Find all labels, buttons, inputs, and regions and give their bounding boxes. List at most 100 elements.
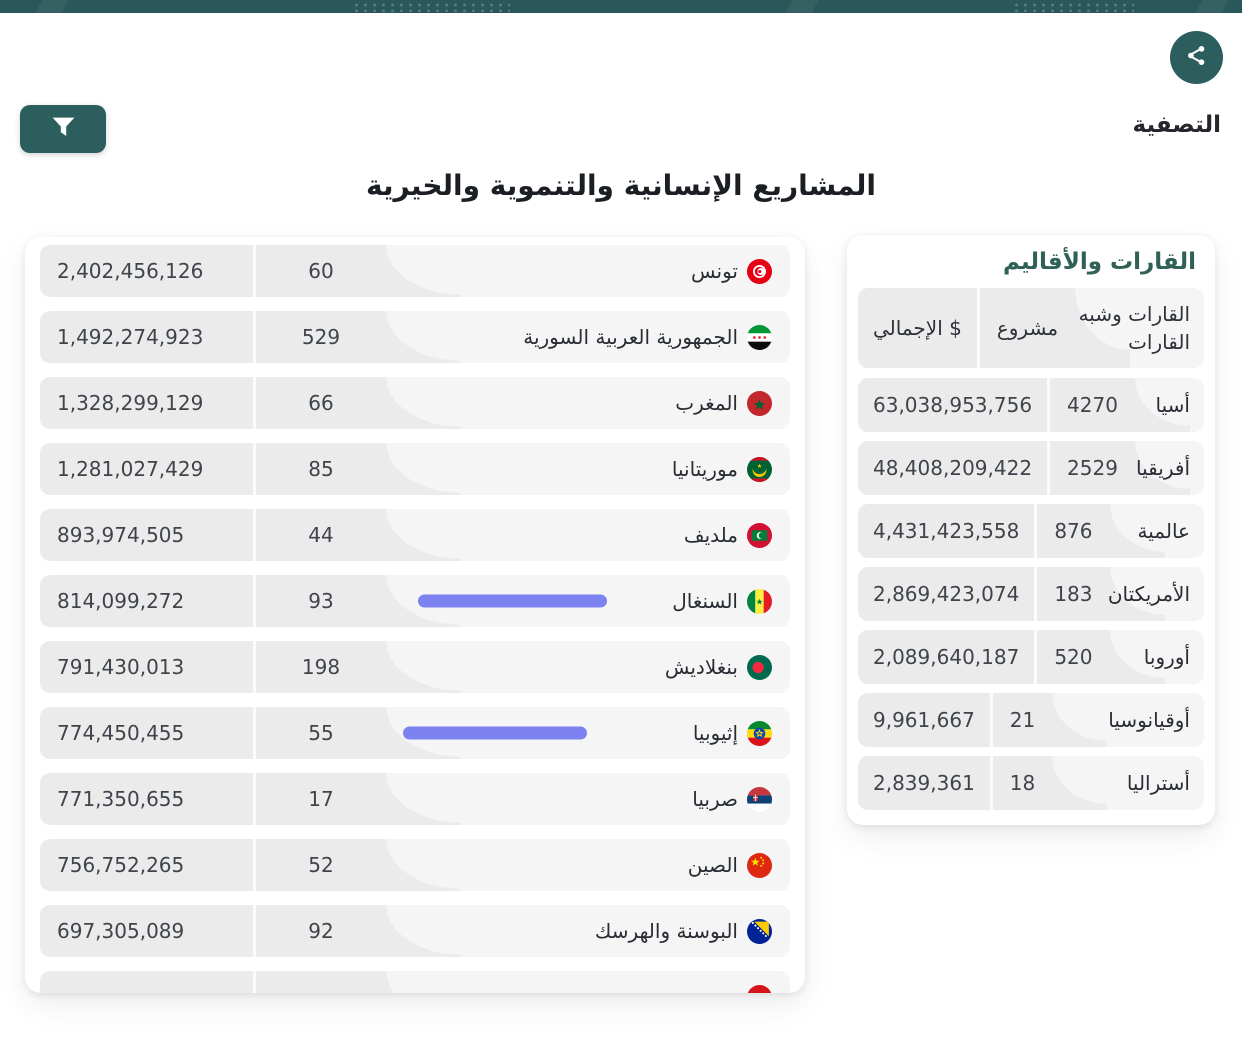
row-cells: 774,450,455 55 [40, 707, 461, 759]
country-row[interactable]: 2,402,456,126 60 تونس [40, 245, 790, 297]
country-row[interactable]: 774,450,455 55 إثيوبيا [40, 707, 790, 759]
country-total-value: 1,281,027,429 [57, 457, 204, 481]
country-total-value: 771,350,655 [57, 787, 185, 811]
flag-serbia-icon [747, 786, 772, 812]
continent-total-cell: 48,408,209,422 [858, 441, 1048, 495]
country-row[interactable]: 771,350,655 17 صربيا [40, 773, 790, 825]
country-total-value: 893,974,505 [57, 523, 185, 547]
continent-row[interactable]: 48,408,209,422 2529 أفريقيا [858, 441, 1204, 495]
country-row[interactable]: 756,752,265 52 الصين [40, 839, 790, 891]
cell-curve-decoration [386, 971, 461, 993]
country-projects-count: 52 [308, 853, 334, 877]
column-divider [253, 905, 256, 957]
continent-row[interactable]: 2,089,640,187 520 أوروبا [858, 630, 1204, 684]
continent-projects-cell: 21 [992, 693, 1053, 747]
country-projects-count: 66 [308, 391, 334, 415]
column-divider [253, 245, 256, 297]
filter-label: التصفية [1132, 112, 1221, 138]
continents-panel-title: القارات والأقاليم [1002, 249, 1196, 275]
column-divider [1034, 567, 1038, 621]
column-divider [253, 443, 256, 495]
country-name: الجمهورية العربية السورية [523, 325, 738, 349]
flag-bangladesh-icon [747, 654, 772, 680]
page-title: المشاريع الإنسانية والتنموية والخيرية [365, 169, 876, 202]
filter-button[interactable] [20, 105, 106, 153]
continent-row[interactable]: 4,431,423,558 876 عالمية [858, 504, 1204, 558]
row-cells: 2,402,456,126 60 [40, 245, 461, 297]
continent-row[interactable]: 63,038,953,756 4270 أسيا [858, 378, 1204, 432]
row-cells: 771,350,655 17 [40, 773, 461, 825]
continent-row[interactable]: 2,839,361 18 أستراليا [858, 756, 1204, 810]
share-button[interactable] [1170, 31, 1223, 84]
country-row[interactable]: 1,492,274,923 529 الجمهورية العربية السو… [40, 311, 790, 363]
continent-row[interactable]: 9,961,667 21 أوقيانوسيا [858, 693, 1204, 747]
share-icon [1184, 43, 1209, 72]
country-row[interactable]: 791,430,013 198 بنغلاديش [40, 641, 790, 693]
country-name: بنغلاديش [664, 655, 738, 679]
continent-name: أوقيانوسيا [1108, 708, 1190, 732]
row-cells: 9,961,667 21 [858, 693, 1108, 747]
continents-table-header: الإجمالي $ مشروع القارات وشبه القارات [858, 288, 1204, 368]
country-name: إثيوبيا [692, 721, 738, 745]
country-projects-count: 60 [308, 259, 334, 283]
continents-rows-container: 63,038,953,756 4270 أسيا 48,408,209,422 … [858, 378, 1204, 810]
country-total-value: 1,328,299,129 [57, 391, 204, 415]
country-total-cell: 771,350,655 [40, 773, 253, 825]
flag-syria-icon [747, 324, 772, 350]
country-total-cell: 1,492,274,923 [40, 311, 253, 363]
dot-grid-decoration [1012, 2, 1134, 12]
country-projects-cell: 529 [256, 311, 386, 363]
cell-curve-decoration [1134, 441, 1190, 495]
country-row[interactable]: 1,328,299,129 66 المغرب [40, 377, 790, 429]
column-divider [1047, 441, 1051, 495]
country-name-cell: صربيا [692, 773, 772, 825]
row-cells: 2,089,640,187 520 [858, 630, 1165, 684]
country-row[interactable] [40, 971, 790, 993]
country-total-cell: 814,099,272 [40, 575, 253, 627]
country-projects-count: 93 [308, 589, 334, 613]
flag-unknown-icon [747, 984, 772, 993]
header-projects-cell: مشروع [979, 288, 1076, 368]
continent-total-cell: 2,089,640,187 [858, 630, 1035, 684]
cell-curve-decoration [1052, 693, 1108, 747]
column-divider [1034, 504, 1038, 558]
slash-decoration [1191, 0, 1231, 13]
flag-china-icon [747, 852, 772, 878]
row-cells: 893,974,505 44 [40, 509, 461, 561]
countries-list-card[interactable]: 2,402,456,126 60 تونس 1,492,274,923 529 … [25, 237, 805, 993]
cell-curve-decoration [1109, 567, 1165, 621]
continent-row[interactable]: 2,869,423,074 183 الأمريكتان [858, 567, 1204, 621]
country-total-cell: 893,974,505 [40, 509, 253, 561]
slash-decoration [781, 0, 821, 13]
cell-curve-decoration [386, 245, 461, 297]
continent-projects-cell: 2529 [1050, 441, 1135, 495]
continent-projects-count: 4270 [1067, 393, 1118, 417]
country-projects-count: 55 [308, 721, 334, 745]
row-cells: 1,492,274,923 529 [40, 311, 461, 363]
country-projects-cell: 55 [256, 707, 386, 759]
continent-projects-count: 520 [1054, 645, 1093, 669]
cell-curve-decoration [386, 443, 461, 495]
country-total-value: 756,752,265 [57, 853, 185, 877]
continent-total-cell: 63,038,953,756 [858, 378, 1048, 432]
country-projects-cell: 92 [256, 905, 386, 957]
row-cells: 791,430,013 198 [40, 641, 461, 693]
row-cells: 756,752,265 52 [40, 839, 461, 891]
header-cells: الإجمالي $ مشروع [858, 288, 1131, 368]
country-projects-count: 17 [308, 787, 334, 811]
filter-funnel-icon [50, 116, 77, 143]
country-total-value: 814,099,272 [57, 589, 185, 613]
country-name: المغرب [675, 391, 738, 415]
country-row[interactable]: 1,281,027,429 85 موريتانيا [40, 443, 790, 495]
continent-name: الأمريكتان [1107, 582, 1190, 606]
country-row[interactable]: 814,099,272 93 السنغال [40, 575, 790, 627]
country-row[interactable]: 893,974,505 44 ملديف [40, 509, 790, 561]
column-header-total: الإجمالي $ [873, 316, 962, 340]
country-name: صربيا [692, 787, 738, 811]
country-name: الصين [687, 853, 738, 877]
flag-morocco-icon [747, 390, 772, 416]
country-name-cell: تونس [691, 245, 772, 297]
country-projects-cell: 44 [256, 509, 386, 561]
country-row[interactable]: 697,305,089 92 البوسنة والهرسك [40, 905, 790, 957]
country-name-cell: المغرب [675, 377, 772, 429]
